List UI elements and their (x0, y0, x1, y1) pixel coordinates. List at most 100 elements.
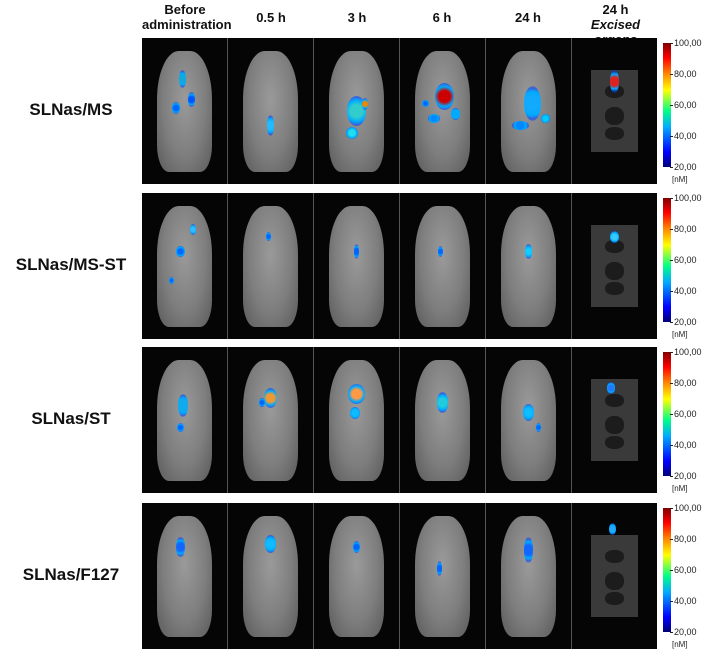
fluorescence-signal (187, 92, 195, 107)
fluorescence-signal (524, 536, 533, 563)
mouse-silhouette (329, 516, 384, 638)
mouse-silhouette (415, 206, 470, 328)
mouse-silhouette (415, 360, 470, 482)
fluorescence-signal (346, 127, 359, 139)
mouse-image-panel (142, 38, 228, 184)
mouse-image-panel (142, 193, 228, 339)
header-line: 24 h (514, 10, 541, 25)
organs-image (590, 225, 639, 307)
mouse-image-panel (486, 503, 572, 649)
header-line: 0.5 h (256, 10, 286, 25)
fluorescence-signal (347, 96, 366, 126)
colorbar-unit: [nM] (672, 330, 688, 339)
organ (604, 415, 625, 434)
fluorescence-signal (610, 230, 619, 243)
image-row (142, 38, 657, 184)
colorbar-tick-label: 80,00 (670, 69, 697, 79)
fluorescence-signal (176, 422, 184, 432)
fluorescence-signal (353, 244, 360, 259)
colorbar (663, 198, 671, 322)
fluorescence-signal (522, 403, 535, 422)
fluorescence-signal (177, 393, 188, 418)
mouse-silhouette (329, 206, 384, 328)
fluorescence-signal (434, 83, 454, 110)
colorbar (663, 508, 671, 632)
fluorescence-signal (263, 387, 278, 409)
colorbar-tick-label: 80,00 (670, 378, 697, 388)
organ (604, 592, 625, 606)
fluorescence-signal (176, 245, 185, 258)
colorbar-tick-label: 80,00 (670, 224, 697, 234)
mouse-image-panel (314, 193, 400, 339)
mouse-silhouette (157, 206, 212, 328)
mouse-silhouette (329, 360, 384, 482)
header-line: administration (142, 17, 232, 32)
colorbar-tick-label: 40,00 (670, 131, 697, 141)
fluorescence-signal (179, 70, 187, 88)
organ (604, 106, 625, 125)
colorbar-tick-label: 100,00 (670, 38, 702, 48)
header-6h: 6 h (399, 10, 485, 25)
mouse-image-panel (142, 347, 228, 493)
fluorescence-signal (541, 113, 550, 123)
colorbar-tick-label: 100,00 (670, 193, 702, 203)
mouse-silhouette (157, 516, 212, 638)
row-label: SLNas/F127 (22, 565, 120, 584)
mouse-image-panel (314, 347, 400, 493)
fluorescence-signal (353, 540, 360, 553)
fluorescence-signal (451, 108, 460, 120)
colorbar-tick-label: 80,00 (670, 534, 697, 544)
mouse-silhouette (243, 206, 298, 328)
mouse-silhouette (415, 516, 470, 638)
fluorescence-signal (525, 244, 532, 259)
mouse-silhouette (243, 51, 298, 173)
fluorescence-signal (259, 398, 265, 407)
organs-image (590, 379, 639, 461)
fluorescence-signal (189, 223, 197, 236)
header-before: Before administration (142, 2, 232, 32)
organ (604, 127, 625, 141)
mouse-silhouette (243, 360, 298, 482)
fluorescence-signal (422, 100, 429, 108)
fluorescence-signal (436, 392, 449, 413)
mouse-image-panel (228, 38, 314, 184)
colorbar-unit: [nM] (672, 640, 688, 649)
excised-organs-panel (572, 503, 657, 649)
mouse-image-panel (486, 193, 572, 339)
mouse-silhouette (157, 51, 212, 173)
mouse-image-panel (228, 193, 314, 339)
mouse-image-panel (228, 503, 314, 649)
mouse-silhouette (157, 360, 212, 482)
colorbar-tick-label: 20,00 (670, 627, 697, 637)
colorbar-tick-label: 60,00 (670, 565, 697, 575)
image-row (142, 503, 657, 649)
colorbar (663, 352, 671, 476)
organ (604, 261, 625, 280)
fluorescence-signal (169, 276, 175, 285)
mouse-image-panel (486, 347, 572, 493)
organ (604, 549, 625, 563)
colorbar-tick-label: 100,00 (670, 347, 702, 357)
mouse-image-panel (400, 503, 486, 649)
fluorescence-signal (349, 406, 360, 419)
fluorescence-signal (438, 245, 444, 258)
organ (604, 393, 625, 407)
fluorescence-signal (264, 535, 277, 553)
fluorescence-signal (171, 102, 181, 114)
fluorescence-signal (267, 115, 274, 136)
excised-organs-panel (572, 347, 657, 493)
fluorescence-signal (606, 382, 616, 394)
colorbar-tick-label: 20,00 (670, 317, 697, 327)
fluorescence-signal (610, 70, 619, 94)
organ (604, 282, 625, 296)
colorbar (663, 43, 671, 167)
row-label: SLNas/MS (29, 100, 113, 119)
colorbar-tick-label: 40,00 (670, 596, 697, 606)
header-line: 24 h (602, 2, 629, 17)
organ (604, 571, 625, 590)
colorbar-tick-label: 60,00 (670, 255, 697, 265)
excised-organs-panel (572, 193, 657, 339)
fluorescence-signal (524, 86, 542, 122)
mouse-silhouette (415, 51, 470, 173)
mouse-image-panel (142, 503, 228, 649)
